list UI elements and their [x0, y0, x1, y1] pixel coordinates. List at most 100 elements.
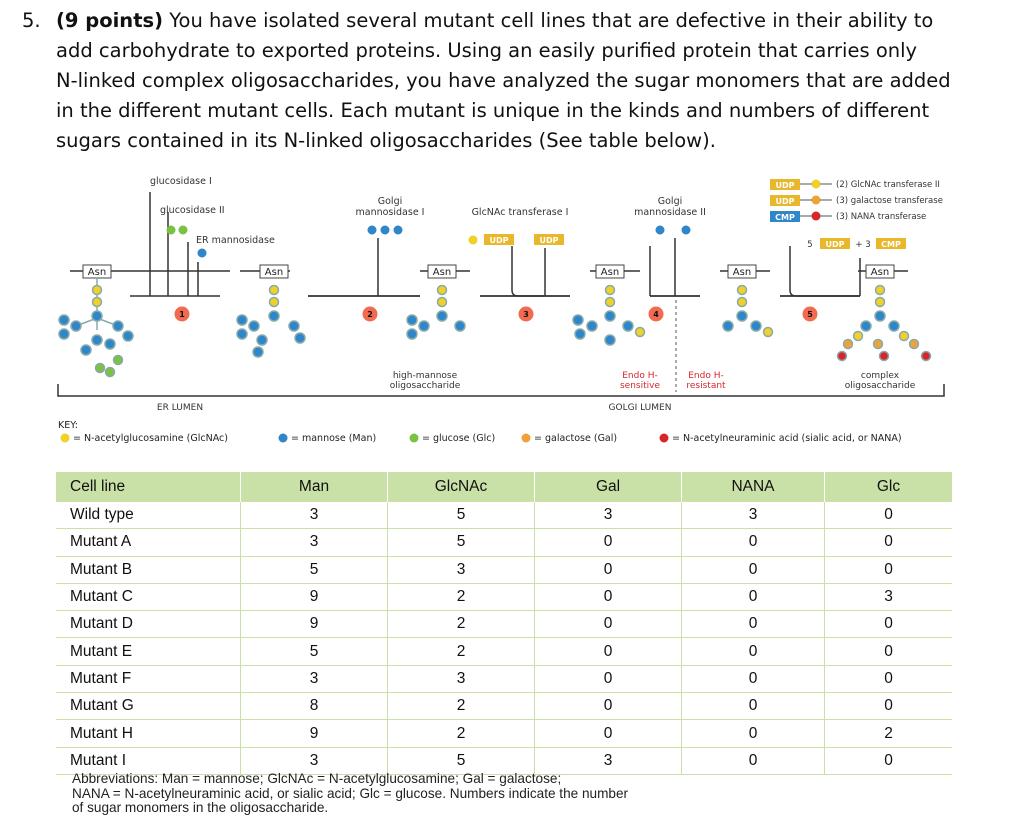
glucosidase-2-label: glucosidase II	[160, 205, 225, 216]
svg-text:CMP: CMP	[775, 213, 795, 222]
glcnac-transferase-1-label: GlcNAc transferase I	[472, 207, 569, 218]
trimmed-oligosaccharide	[236, 284, 306, 358]
table-cell: 0	[534, 664, 682, 693]
svg-text:5: 5	[807, 310, 813, 319]
table-cell: 3	[534, 500, 682, 529]
table-cell: 2	[387, 637, 535, 666]
table-cell: 5	[240, 555, 388, 584]
cell-line-name: Mutant E	[56, 637, 241, 666]
svg-text:Asn: Asn	[601, 267, 619, 278]
svg-text:UDP: UDP	[776, 181, 795, 190]
sugar-key: KEY: = N-acetylglucosamine (GlcNAc) = ma…	[58, 420, 902, 444]
svg-text:oligosaccharide: oligosaccharide	[390, 381, 461, 391]
table-cell: 5	[240, 637, 388, 666]
golgi-lumen-label: GOLGI LUMEN	[609, 403, 672, 413]
nucleotide-labels: UDP UDP UDP UDP CMP UDP CMP	[484, 179, 906, 249]
svg-text:Endo H-: Endo H-	[688, 371, 724, 381]
table-cell: 3	[240, 664, 388, 693]
cell-line-name: Mutant I	[56, 746, 241, 775]
cell-line-name: Wild type	[56, 500, 241, 529]
svg-text:UDP: UDP	[826, 240, 845, 249]
table-cell: 0	[534, 610, 682, 638]
table-cell: 5	[387, 746, 535, 775]
svg-text:Endo H-: Endo H-	[622, 371, 658, 381]
svg-text:KEY:: KEY:	[58, 420, 78, 431]
svg-text:5: 5	[807, 240, 812, 250]
transferase-legend: (2) GlcNAc transferase II (3) galactose …	[807, 180, 943, 250]
abbreviations-note: Abbreviations: Man = mannose; GlcNAc = N…	[72, 771, 629, 815]
table-header-row: Cell line Man GlcNAc Gal NANA Glc	[56, 472, 952, 502]
table-cell: 9	[240, 719, 388, 748]
table-cell: 0	[681, 555, 825, 584]
table-cell: 0	[681, 637, 825, 666]
table-cell: 8	[240, 692, 388, 720]
table-row: Wild type 3 5 3 3 0	[56, 500, 952, 529]
svg-text:complex: complex	[861, 371, 900, 381]
col-glcnac: GlcNAc	[387, 472, 535, 502]
svg-text:Asn: Asn	[733, 267, 751, 278]
table-cell: 9	[240, 582, 388, 611]
table-cell: 3	[240, 500, 388, 529]
table-cell: 0	[681, 610, 825, 638]
question-line-5: sugars contained in its N-linked oligosa…	[56, 129, 716, 152]
cell-line-name: Mutant B	[56, 555, 241, 584]
table-cell: 0	[681, 692, 825, 720]
complex-oligosaccharide	[836, 284, 932, 362]
golgi-mannosidase-2-label: mannosidase II	[634, 207, 706, 218]
svg-text:UDP: UDP	[540, 236, 559, 245]
table-cell: 0	[681, 582, 825, 611]
step-5-marker	[802, 306, 818, 322]
table-cell: 5	[387, 500, 535, 529]
table-cell: 0	[824, 555, 952, 584]
svg-text:Asn: Asn	[265, 267, 283, 278]
question-body: (9 points) You have isolated several mut…	[56, 6, 1006, 156]
svg-text:oligosaccharide: oligosaccharide	[845, 381, 916, 391]
table-cell: 2	[387, 719, 535, 748]
question-line-4: in the different mutant cells. Each muta…	[56, 99, 930, 122]
step-3-marker	[518, 306, 534, 322]
table-cell: 3	[387, 664, 535, 693]
high-mannose-oligosaccharide	[406, 284, 466, 340]
table-cell: 2	[387, 582, 535, 611]
table-cell: 0	[824, 528, 952, 557]
step-1-marker	[174, 306, 190, 322]
table-cell: 0	[824, 637, 952, 666]
step-2-marker	[362, 306, 378, 322]
sugar-composition-table: Cell line Man GlcNAc Gal NANA Glc Wild t…	[56, 472, 952, 775]
svg-text:(3) galactose transferase: (3) galactose transferase	[836, 196, 943, 206]
svg-text:Asn: Asn	[871, 267, 889, 278]
svg-text:CMP: CMP	[881, 240, 901, 249]
cell-line-name: Mutant A	[56, 528, 241, 557]
table-cell: 3	[387, 555, 535, 584]
precursor-oligosaccharide	[58, 278, 134, 378]
svg-text:3: 3	[523, 310, 529, 319]
svg-text:(2) GlcNAc transferase II: (2) GlcNAc transferase II	[836, 180, 940, 190]
svg-text:high-mannose: high-mannose	[393, 371, 458, 381]
col-glc: Glc	[824, 472, 952, 502]
table-cell: 9	[240, 610, 388, 638]
table-cell: 0	[824, 610, 952, 638]
oligosaccharide-trees	[58, 278, 932, 378]
table-cell: 0	[681, 719, 825, 748]
table-cell: 3	[824, 582, 952, 611]
question-number: 5.	[22, 9, 41, 32]
svg-text:4: 4	[653, 310, 659, 319]
svg-text:Golgi: Golgi	[378, 196, 402, 207]
cell-line-name: Mutant G	[56, 692, 241, 720]
table-cell: 0	[824, 500, 952, 529]
question-line-1: (9 points) You have isolated several mut…	[56, 9, 934, 32]
asn-labels: Asn Asn Asn Asn Asn Asn	[82, 264, 895, 279]
glucosidase-1-label: glucosidase I	[150, 176, 212, 187]
svg-text:= N-acetylneuraminic acid (sia: = N-acetylneuraminic acid (sialic acid, …	[672, 433, 902, 444]
svg-text:(3) NANA transferase: (3) NANA transferase	[836, 212, 926, 222]
table-cell: 3	[240, 528, 388, 557]
question-points: (9 points)	[56, 9, 164, 32]
er-mannosidase-label: ER mannosidase	[196, 235, 275, 246]
cell-line-name: Mutant D	[56, 610, 241, 638]
table-cell: 0	[534, 637, 682, 666]
svg-text:= mannose (Man): = mannose (Man)	[291, 433, 376, 444]
glcnac-added-oligosaccharide	[572, 284, 646, 346]
